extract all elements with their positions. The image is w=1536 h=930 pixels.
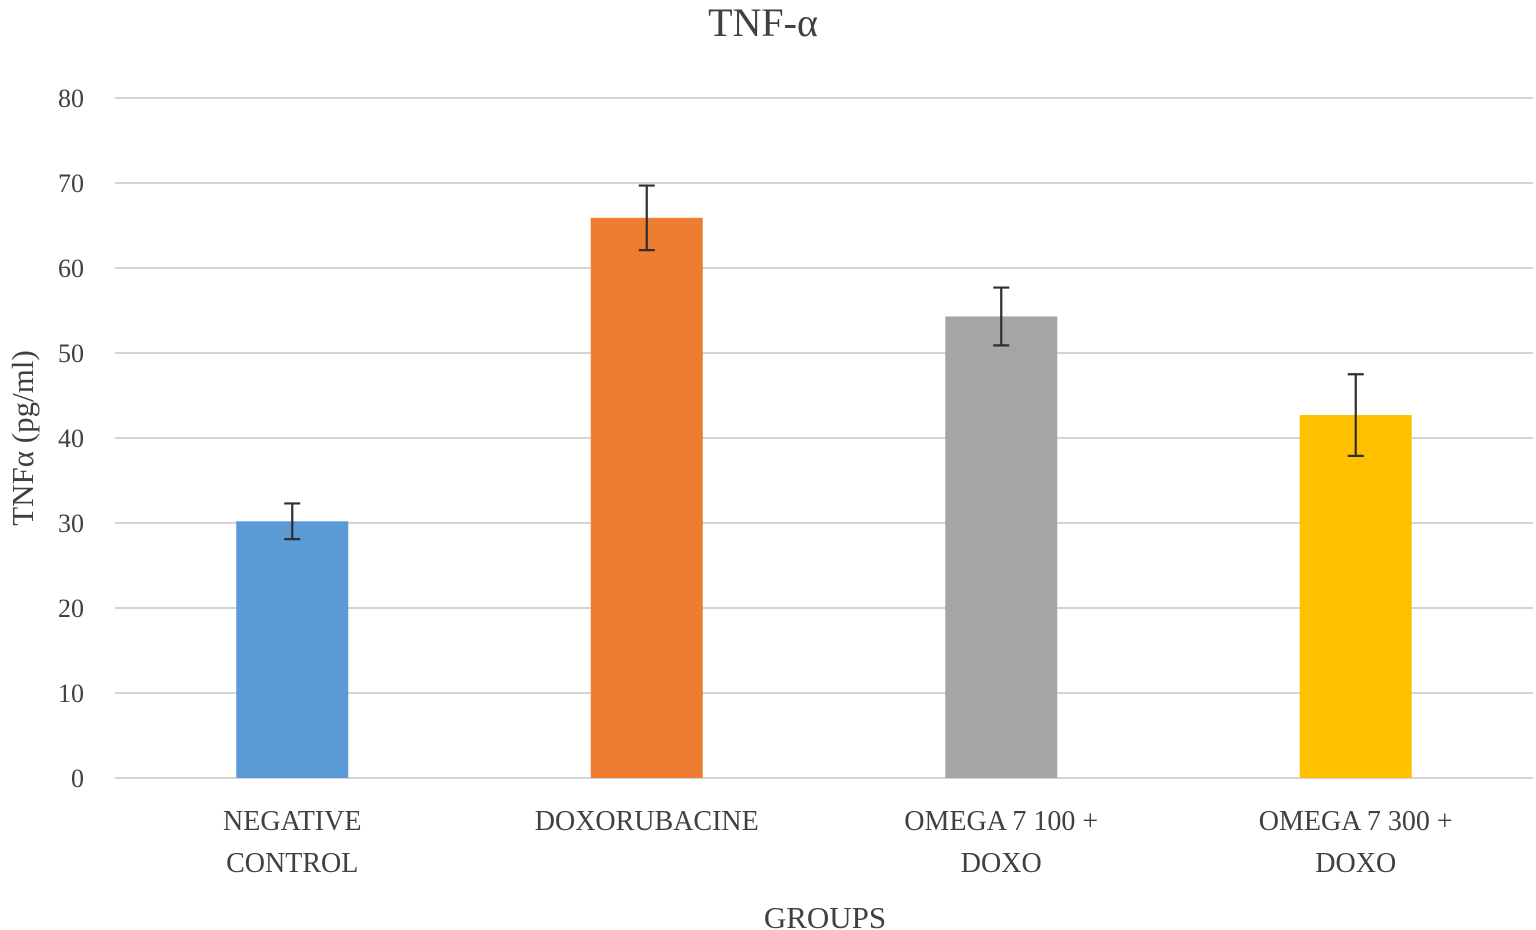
bar (945, 316, 1058, 778)
error-bar (993, 286, 1010, 347)
y-tick-label: 40 (58, 424, 84, 453)
y-tick-label: 20 (58, 594, 84, 623)
bars (236, 217, 1412, 779)
x-tick-label: NEGATIVE CONTROL (223, 806, 361, 879)
x-tick-label: OMEGA 7 300 + DOXO (1259, 806, 1453, 879)
bar (590, 217, 703, 779)
x-tick-label: DOXORUBACINE (535, 806, 759, 837)
x-axis-title: GROUPS (764, 900, 886, 930)
y-tick-labels: 0 10 20 30 40 50 60 70 80 (58, 84, 84, 793)
y-tick-label: 0 (71, 764, 84, 793)
y-tick-label: 60 (58, 254, 84, 283)
y-tick-label: 10 (58, 679, 84, 708)
error-bars (284, 184, 1364, 541)
chart-title: TNF-α (708, 0, 818, 45)
y-tick-label: 30 (58, 509, 84, 538)
y-tick-label: 50 (58, 339, 84, 368)
y-axis-title: TNFα (pg/ml) (5, 350, 40, 526)
gridlines (115, 97, 1533, 779)
bar (236, 521, 349, 778)
x-tick-label: OMEGA 7 100 + DOXO (904, 806, 1098, 879)
error-bar (284, 502, 301, 541)
y-tick-label: 70 (58, 169, 84, 198)
error-bar (1347, 373, 1364, 457)
bar (1299, 415, 1412, 778)
x-tick-labels: NEGATIVE CONTROL DOXORUBACINE OMEGA 7 100 +… (223, 806, 1453, 879)
error-bar (638, 184, 655, 252)
y-tick-label: 80 (58, 84, 84, 113)
